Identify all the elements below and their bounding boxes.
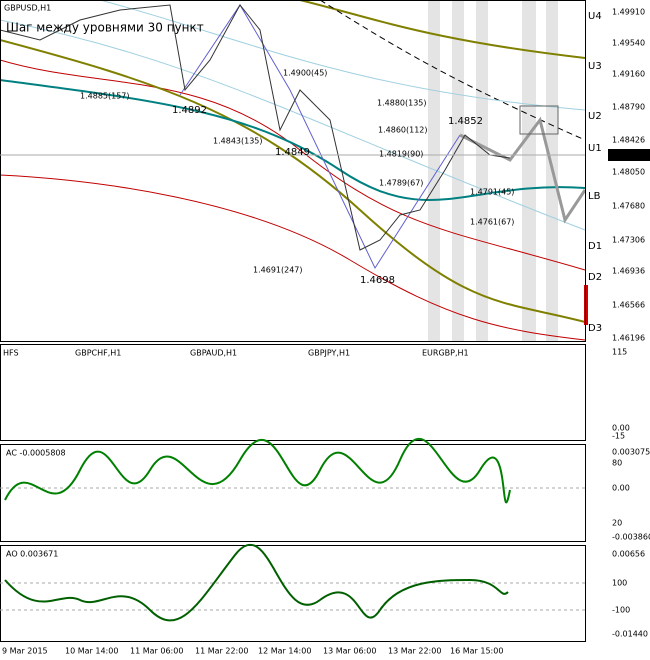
- pane-title: AC -0.0005808: [6, 449, 66, 458]
- time-label: 11 Mar 22:00: [195, 647, 248, 656]
- pane-title: HFS: [3, 349, 19, 358]
- price-label: 1.46566: [612, 301, 645, 310]
- price-annotation: 1.4761(67): [470, 218, 514, 227]
- time-label: 13 Mar 22:00: [388, 647, 441, 656]
- symbol-title: GBPUSD,H1: [4, 4, 51, 13]
- pane-borders: [0, 0, 586, 642]
- price-label: 1.49910: [612, 8, 645, 17]
- price-label: 1.48050: [612, 168, 645, 177]
- level-label: U3: [588, 61, 602, 72]
- level-label: D1: [588, 241, 602, 252]
- pane-axis-label: 20: [612, 519, 622, 528]
- oscillator-lines: [4, 437, 511, 622]
- price-label: 1.46936: [612, 267, 645, 276]
- pane-axis-label: -15: [612, 432, 625, 441]
- pane-axis-label: 0.00656: [612, 550, 645, 559]
- price-annotation: 1.4885(157): [80, 92, 130, 101]
- pane-axis-label: 0.00: [612, 424, 630, 433]
- time-label: 10 Mar 14:00: [65, 647, 118, 656]
- current-price-box: [608, 149, 650, 161]
- indicator-lines: [0, 0, 587, 341]
- price-annotation: 1.4880(135): [377, 99, 427, 108]
- price-label: 1.48790: [612, 103, 645, 112]
- level-label: LB: [588, 191, 601, 202]
- price-annotation: 1.4789(67): [379, 179, 423, 188]
- price-label: 1.46196: [612, 334, 645, 343]
- pane-title: AO 0.003671: [6, 550, 58, 559]
- symbol-label: GBPJPY,H1: [308, 349, 350, 358]
- pane-axis-label: 80: [612, 459, 622, 468]
- pane-axis-label: 115: [612, 348, 627, 357]
- price-annotation: 1.4691(247): [253, 266, 303, 275]
- price-label: 1.47680: [612, 202, 645, 211]
- time-label: 13 Mar 06:00: [323, 647, 376, 656]
- price-annotation: 1.4698: [360, 275, 395, 286]
- pane-axis-label: -0.01440: [612, 630, 648, 639]
- price-annotation: 1.4860(112): [378, 126, 428, 135]
- pane-axis-label: -0.003860: [612, 533, 650, 542]
- level-label: D3: [588, 323, 602, 334]
- price-annotation: 1.4892: [172, 105, 207, 116]
- level-label: U1: [588, 143, 602, 154]
- pane-axis-label: 100: [612, 579, 627, 588]
- pane-axis-label: 0.003075: [612, 448, 650, 457]
- symbol-label: GBPCHF,H1: [75, 349, 121, 358]
- pane-axis-label: 0.00: [612, 484, 630, 493]
- price-annotation: 1.4843(135): [213, 137, 263, 146]
- price-label: 1.49160: [612, 70, 645, 79]
- level-label: U4: [588, 11, 602, 22]
- price-annotation: 1.4819(90): [379, 150, 423, 159]
- price-label: 1.47306: [612, 236, 645, 245]
- price-annotation: 1.4900(45): [283, 69, 327, 78]
- symbol-label: EURGBP,H1: [422, 349, 469, 358]
- target-box: [519, 105, 559, 135]
- time-label: 16 Mar 15:00: [450, 647, 503, 656]
- level-label: D2: [588, 272, 602, 283]
- time-label: 9 Mar 2015: [2, 647, 48, 656]
- price-label: 1.48426: [612, 136, 645, 145]
- price-annotation: 1.4849: [275, 147, 310, 158]
- pane-axis-label: -100: [612, 606, 630, 615]
- level-label: U2: [588, 111, 602, 122]
- level-note: Шаг между уровнями 30 пункт: [6, 21, 204, 35]
- price-label: 1.49540: [612, 39, 645, 48]
- symbol-label: GBPAUD,H1: [190, 349, 237, 358]
- price-annotation: 1.4852: [448, 116, 483, 127]
- current-price: 1.48269: [611, 151, 644, 160]
- time-label: 12 Mar 14:00: [258, 647, 311, 656]
- price-annotation: 1.4791(45): [470, 188, 514, 197]
- time-label: 11 Mar 06:00: [130, 647, 183, 656]
